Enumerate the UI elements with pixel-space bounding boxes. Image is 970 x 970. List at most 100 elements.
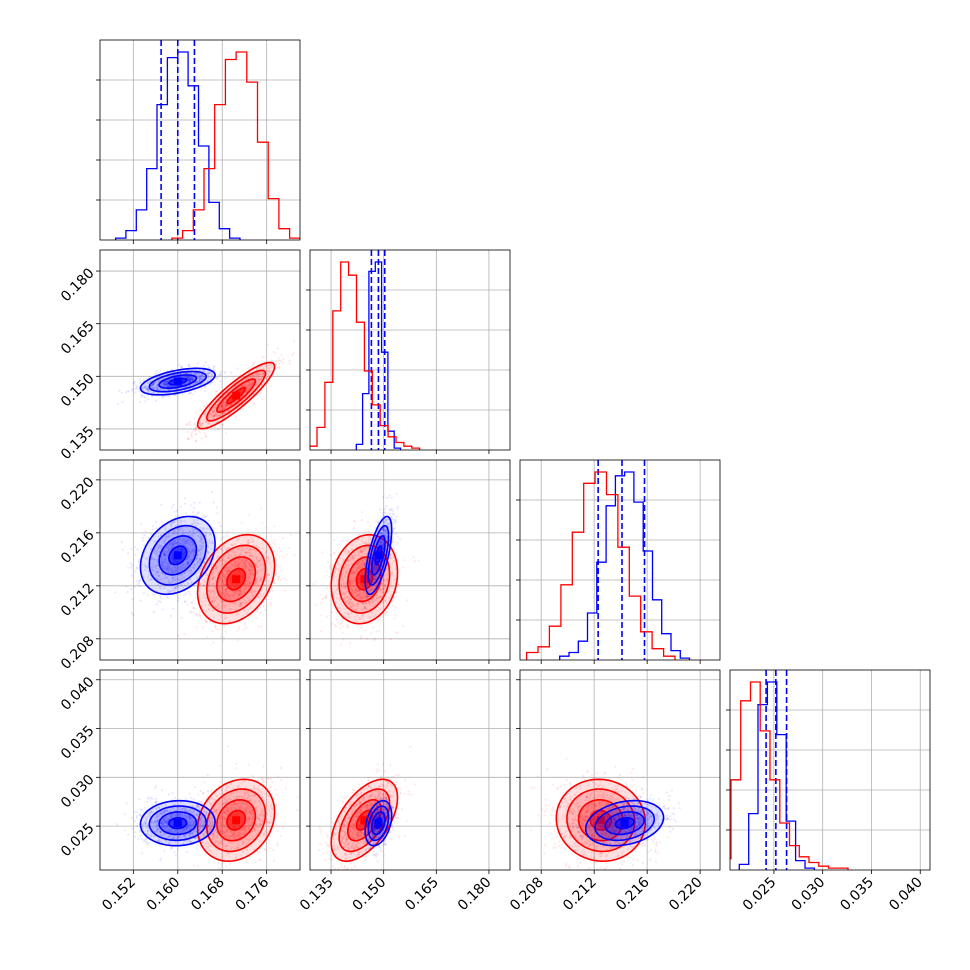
scatter-point [215, 567, 218, 570]
scatter-point [365, 542, 368, 546]
scatter-point [200, 539, 203, 542]
scatter-point [165, 536, 168, 539]
scatter-point [187, 548, 190, 551]
scatter-point [212, 366, 216, 369]
density-peak-blue [173, 551, 182, 560]
scatter-point [183, 594, 186, 597]
scatter-point [214, 624, 217, 628]
scatter-point [363, 547, 366, 550]
scatter-point [148, 578, 151, 582]
scatter-point [340, 603, 343, 606]
scatter-point [242, 628, 245, 631]
scatter-point [213, 597, 216, 600]
scatter-point [226, 569, 229, 572]
scatter-point [347, 559, 350, 562]
scatter-point [219, 373, 222, 376]
scatter-point [243, 563, 247, 566]
contour-red [205, 544, 267, 614]
scatter-point [269, 364, 272, 367]
scatter-point [222, 412, 225, 415]
scatter-point [186, 541, 189, 544]
scatter-point [190, 568, 193, 571]
scatter-point [137, 581, 140, 584]
scatter-point [352, 580, 355, 583]
scatter-point [190, 569, 193, 573]
scatter-point [186, 539, 189, 542]
scatter-point [383, 584, 386, 587]
panel-content [116, 340, 296, 450]
scatter-point [252, 594, 255, 597]
scatter-point [246, 387, 249, 390]
scatter-point [189, 378, 192, 381]
scatter-point [348, 600, 351, 603]
scatter-point [187, 561, 190, 564]
scatter-point [247, 563, 250, 566]
scatter-point [191, 527, 194, 531]
scatter-point [170, 385, 173, 388]
scatter-point [192, 547, 195, 551]
scatter-point [140, 386, 144, 390]
scatter-point [353, 520, 356, 523]
scatter-point [165, 384, 168, 387]
scatter-point [170, 534, 173, 537]
scatter-point [382, 520, 385, 523]
scatter-point [144, 400, 147, 403]
scatter-point [225, 404, 228, 407]
scatter-point [220, 601, 223, 604]
scatter-point [223, 601, 226, 604]
scatter-point [288, 362, 291, 365]
scatter-point [266, 556, 269, 559]
scatter-point [339, 623, 342, 626]
scatter-point [356, 605, 360, 608]
scatter-point [224, 404, 227, 407]
scatter-point [234, 591, 237, 594]
scatter-point [161, 564, 164, 567]
scatter-point [234, 551, 237, 554]
scatter-point [358, 617, 361, 620]
scatter-point [200, 387, 203, 390]
scatter-point [162, 382, 165, 385]
scatter-point [207, 519, 211, 522]
scatter-point [222, 401, 225, 404]
scatter-point [203, 375, 206, 378]
scatter-point [166, 380, 169, 383]
scatter-point [199, 582, 202, 586]
scatter-point [224, 567, 227, 570]
scatter-point [264, 378, 267, 381]
scatter-point [391, 518, 394, 521]
scatter-point [219, 424, 222, 427]
scatter-point [163, 383, 167, 386]
scatter-point [373, 566, 376, 569]
contour-red [196, 361, 276, 430]
scatter-point [188, 378, 191, 381]
scatter-point [206, 635, 209, 638]
scatter-point [246, 542, 249, 545]
scatter-point [363, 591, 366, 594]
scatter-point [257, 584, 260, 587]
scatter-point [369, 632, 372, 635]
scatter-point [215, 393, 218, 396]
scatter-point [257, 559, 260, 562]
scatter-point [260, 377, 263, 381]
scatter-point [362, 566, 365, 569]
scatter-point [257, 569, 260, 573]
scatter-point [223, 574, 226, 577]
scatter-point [167, 570, 170, 573]
scatter-point [352, 571, 355, 574]
scatter-point [250, 564, 253, 567]
scatter-point [346, 623, 349, 627]
scatter-point [248, 382, 252, 385]
scatter-point [133, 382, 136, 385]
scatter-point [337, 562, 340, 565]
scatter-point [209, 371, 212, 374]
scatter-point [207, 364, 210, 367]
scatter-point [178, 542, 181, 545]
scatter-point [386, 523, 389, 526]
scatter-point [154, 570, 157, 573]
scatter-point [157, 380, 160, 383]
scatter-point [196, 381, 199, 384]
scatter-point [391, 604, 395, 608]
scatter-point [382, 578, 385, 581]
scatter-point [248, 514, 251, 517]
scatter-point [150, 556, 153, 559]
